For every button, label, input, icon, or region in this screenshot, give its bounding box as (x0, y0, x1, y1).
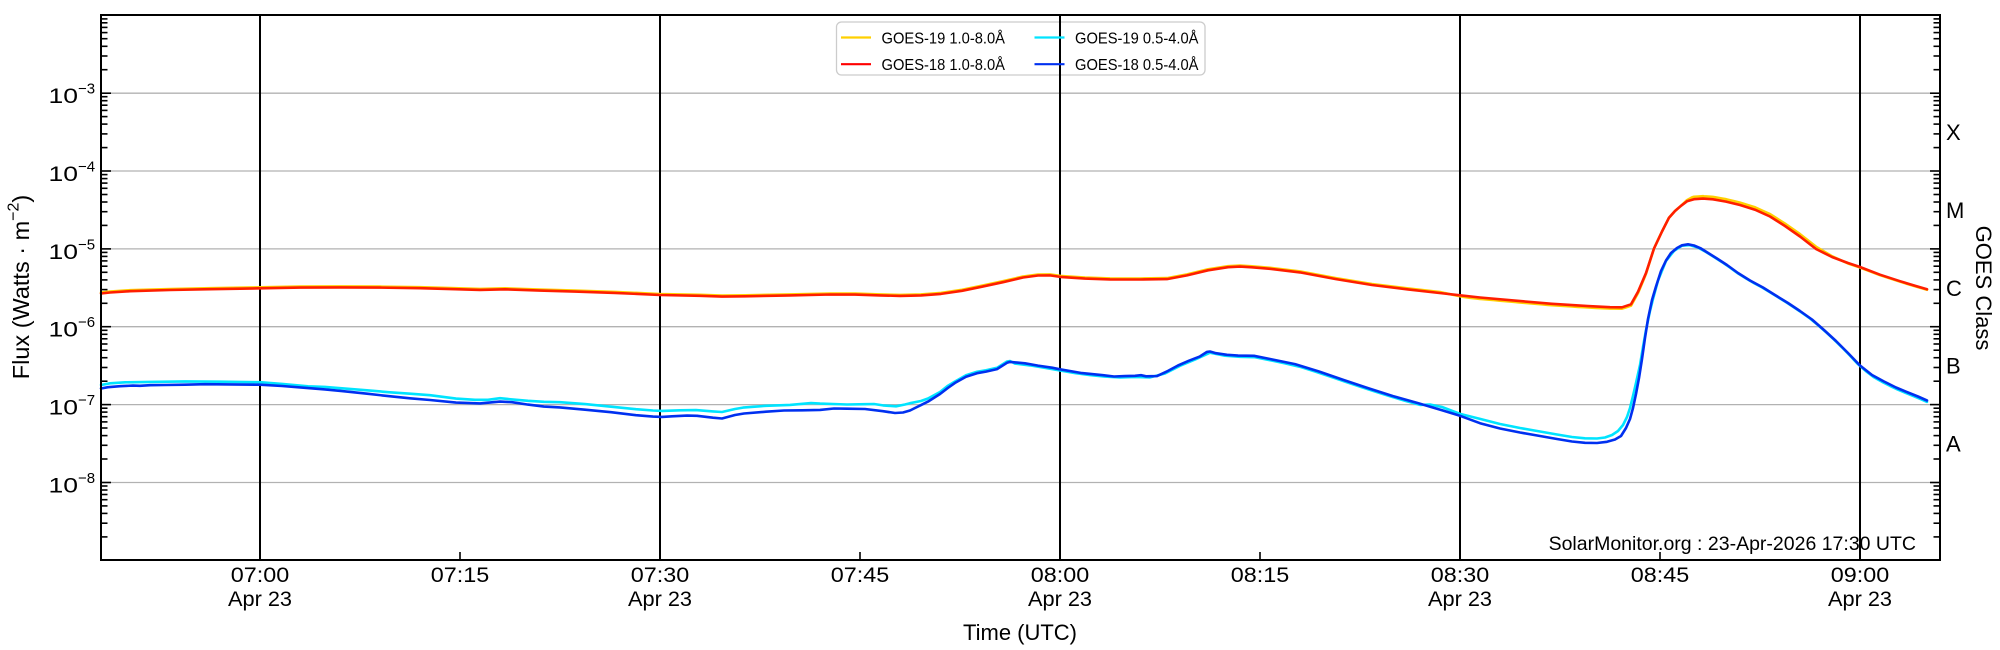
svg-text:07:30: 07:30 (631, 563, 690, 587)
svg-text:SolarMonitor.org : 23-Apr-2026: SolarMonitor.org : 23-Apr-2026 17:30 UTC (1549, 533, 1916, 555)
svg-text:B: B (1946, 354, 1961, 379)
svg-text:Apr 23: Apr 23 (228, 587, 292, 611)
svg-text:08:45: 08:45 (1631, 563, 1690, 587)
svg-text:Apr 23: Apr 23 (1028, 587, 1092, 611)
svg-text:07:45: 07:45 (831, 563, 890, 587)
svg-text:10−3: 10−3 (49, 81, 96, 109)
svg-text:Apr 23: Apr 23 (1428, 587, 1492, 611)
svg-text:C: C (1946, 276, 1962, 301)
svg-text:Apr 23: Apr 23 (1828, 587, 1892, 611)
svg-text:07:00: 07:00 (231, 563, 290, 587)
svg-text:10−7: 10−7 (49, 392, 96, 420)
svg-text:07:15: 07:15 (431, 563, 490, 587)
svg-text:10−5: 10−5 (49, 236, 96, 264)
svg-text:Apr 23: Apr 23 (628, 587, 692, 611)
svg-text:08:00: 08:00 (1031, 563, 1090, 587)
svg-text:GOES-19 1.0-8.0Å: GOES-19 1.0-8.0Å (882, 31, 1006, 48)
svg-text:M: M (1946, 198, 1964, 223)
svg-text:A: A (1946, 432, 1961, 457)
svg-text:08:30: 08:30 (1431, 563, 1490, 587)
svg-text:GOES-18 1.0-8.0Å: GOES-18 1.0-8.0Å (882, 57, 1006, 74)
svg-text:Flux (Watts · m−2): Flux (Watts · m−2) (6, 195, 35, 379)
svg-text:09:00: 09:00 (1831, 563, 1890, 587)
svg-text:10−8: 10−8 (49, 470, 96, 498)
svg-text:Time (UTC): Time (UTC) (963, 620, 1077, 645)
svg-text:08:15: 08:15 (1231, 563, 1290, 587)
svg-text:GOES Class: GOES Class (1971, 226, 1996, 351)
svg-text:10−4: 10−4 (49, 159, 96, 187)
svg-text:10−6: 10−6 (49, 314, 96, 342)
svg-text:GOES-18 0.5-4.0Å: GOES-18 0.5-4.0Å (1075, 57, 1199, 74)
svg-text:X: X (1946, 120, 1961, 145)
svg-text:GOES-19 0.5-4.0Å: GOES-19 0.5-4.0Å (1075, 31, 1199, 48)
